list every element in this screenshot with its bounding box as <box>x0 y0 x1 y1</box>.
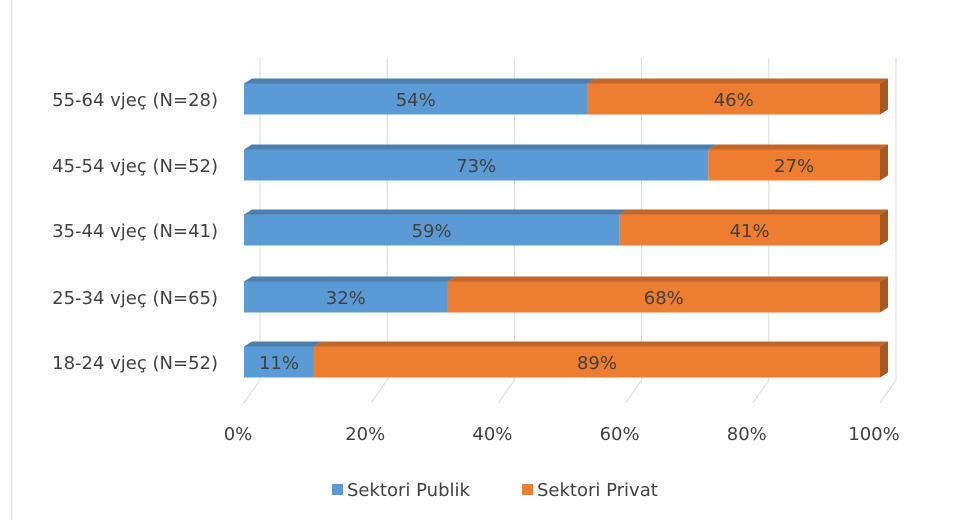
value-axis-labels: 0% 20% 40% 60% 80% 100% <box>224 424 900 445</box>
bar-segment-privat <box>708 149 880 181</box>
data-label: 11% <box>259 353 299 374</box>
bar-top-face <box>708 144 888 150</box>
category-label: 25-34 vjeç (N=65) <box>52 288 218 309</box>
bar-top-face <box>313 341 889 347</box>
data-label: 27% <box>774 156 814 177</box>
data-labels: 11% 89% 32% 68% 59% 41% 73% 27% 54% 46% <box>259 90 814 374</box>
bar-top-face <box>244 341 322 347</box>
bar-side-face <box>880 276 888 313</box>
gridline-floor <box>752 379 770 404</box>
bar-top-face <box>244 209 628 215</box>
category-label: 18-24 vjeç (N=52) <box>52 353 218 374</box>
x-tick-label: 40% <box>472 424 512 445</box>
bars <box>244 78 889 378</box>
bar-side-face <box>880 209 888 246</box>
data-label: 54% <box>396 90 436 111</box>
legend-label: Sektori Publik <box>347 480 470 501</box>
bar-segment-publik <box>244 149 709 181</box>
bar-segment-publik <box>244 83 588 115</box>
gridline-floor <box>370 379 388 404</box>
bar-top-face <box>244 78 596 84</box>
bar-top-face <box>244 144 717 150</box>
x-tick-label: 0% <box>224 424 253 445</box>
bar-top-face <box>619 209 888 215</box>
bar-side-face <box>880 78 888 115</box>
bar-segment-privat <box>447 281 880 313</box>
category-label: 45-54 vjeç (N=52) <box>52 156 218 177</box>
x-tick-label: 80% <box>727 424 767 445</box>
data-label: 41% <box>730 221 770 242</box>
chart-frame-border <box>11 0 12 520</box>
gridline-floor <box>497 379 515 404</box>
bar-side-face <box>880 144 888 181</box>
bar-segment-publik <box>244 281 448 313</box>
category-axis-labels: 18-24 vjeç (N=52) 25-34 vjeç (N=65) 35-44 … <box>52 90 218 374</box>
gridline-floor <box>243 379 261 404</box>
legend: Sektori Publik Sektori Privat <box>332 480 658 501</box>
bar-segment-privat <box>619 214 880 246</box>
data-label: 32% <box>326 288 366 309</box>
bar-segment-privat <box>313 346 881 378</box>
x-tick-label: 20% <box>345 424 385 445</box>
bar-top-face <box>587 78 888 84</box>
category-label: 35-44 vjeç (N=41) <box>52 221 218 242</box>
bar-segment-publik <box>244 346 314 378</box>
legend-swatch <box>332 484 343 495</box>
data-label: 89% <box>577 353 617 374</box>
data-label: 73% <box>456 156 496 177</box>
x-tick-label: 100% <box>848 424 899 445</box>
data-label: 46% <box>714 90 754 111</box>
data-label: 59% <box>412 221 452 242</box>
gridline-floor <box>625 379 643 404</box>
data-label: 68% <box>644 288 684 309</box>
legend-label: Sektori Privat <box>537 480 658 501</box>
gridline-floor <box>879 379 897 404</box>
bar-side-face <box>880 341 888 378</box>
bar-segment-publik <box>244 214 620 246</box>
category-label: 55-64 vjeç (N=28) <box>52 90 218 111</box>
x-tick-label: 60% <box>600 424 640 445</box>
bar-segment-privat <box>587 83 880 115</box>
bar-top-face <box>244 276 456 282</box>
bar-top-face <box>447 276 888 282</box>
legend-swatch <box>522 484 533 495</box>
